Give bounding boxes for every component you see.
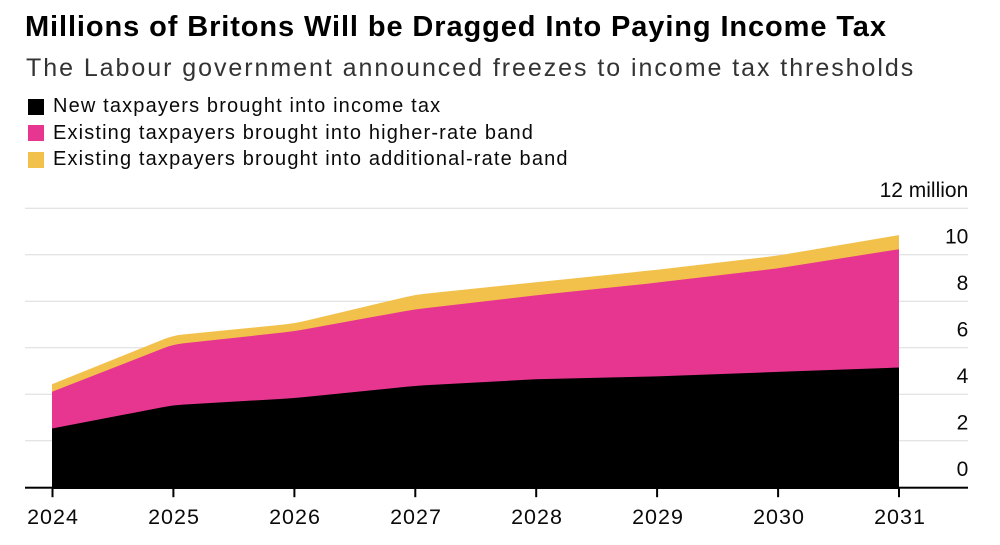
svg-text:2027: 2027 <box>390 505 442 529</box>
svg-text:2030: 2030 <box>753 505 805 529</box>
svg-text:8: 8 <box>957 272 969 295</box>
svg-text:4: 4 <box>957 365 969 388</box>
svg-text:2024: 2024 <box>27 505 79 529</box>
svg-text:2: 2 <box>957 411 969 434</box>
svg-text:6: 6 <box>957 318 969 341</box>
svg-text:2028: 2028 <box>511 505 563 529</box>
svg-text:2026: 2026 <box>269 505 321 529</box>
svg-text:12 million: 12 million <box>880 179 969 202</box>
svg-text:2029: 2029 <box>632 505 684 529</box>
svg-text:10: 10 <box>945 225 968 248</box>
svg-text:2025: 2025 <box>148 505 200 529</box>
svg-text:0: 0 <box>957 458 969 481</box>
svg-text:2031: 2031 <box>874 505 926 529</box>
